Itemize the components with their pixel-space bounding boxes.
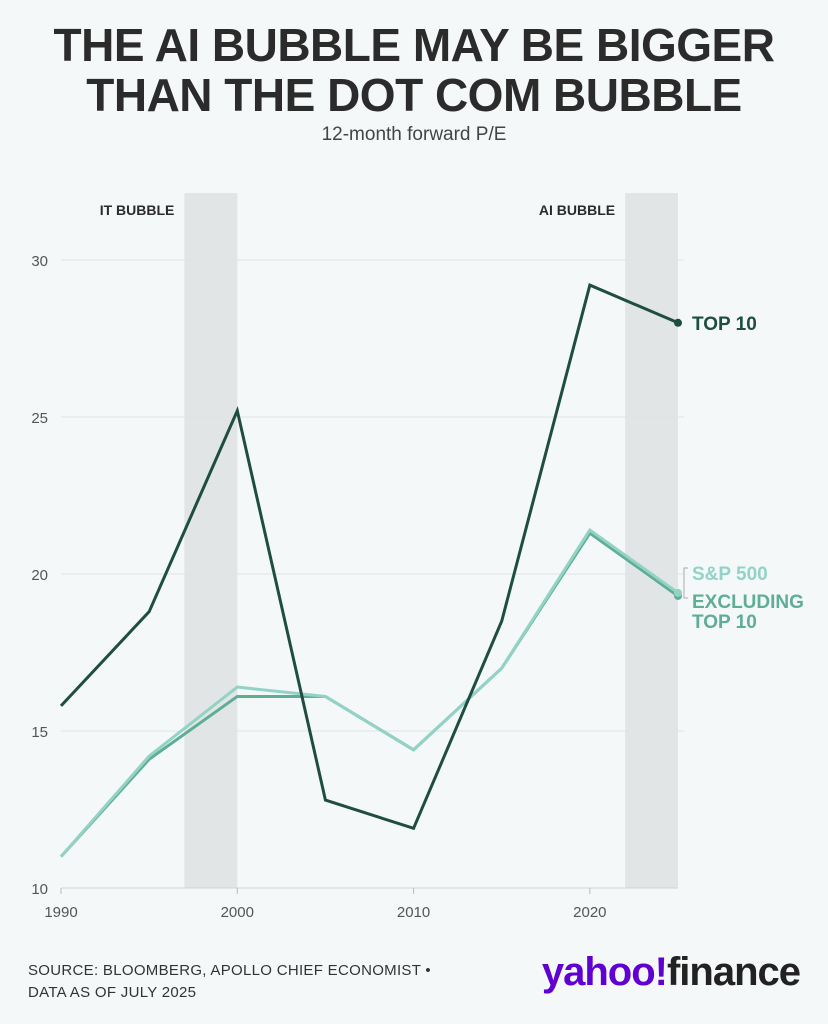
legend-label-excluding-2: TOP 10: [692, 612, 757, 633]
legend-label-sp500: S&P 500: [692, 564, 768, 585]
y-tick-label: 15: [31, 724, 48, 741]
y-tick-label: 30: [31, 253, 48, 270]
y-tick-label: 20: [31, 567, 48, 584]
legend-label-excluding: EXCLUDING: [692, 592, 804, 613]
logo-yahoo: yahoo!: [541, 950, 668, 994]
series-line-excluding: [59, 531, 679, 858]
shaded-region-label: AI BUBBLE: [539, 202, 615, 218]
legend-bracket: [683, 567, 688, 599]
series-end-dot-sp500: [674, 588, 682, 597]
y-tick-label: 10: [31, 881, 48, 898]
title-line-2: THAN THE DOT COM BUBBLE: [86, 69, 742, 121]
chart-subtitle: 12-month forward P/E: [321, 124, 507, 145]
x-tick-label: 2010: [397, 904, 430, 921]
y-tick-label: 25: [31, 410, 48, 427]
series-end-dot-top10: [674, 318, 682, 327]
x-tick-label: 2000: [221, 904, 254, 921]
x-tick-label: 1990: [44, 904, 77, 921]
series-line-top10: [59, 283, 679, 831]
logo-finance: finance: [666, 950, 801, 994]
source-note: SOURCE: BLOOMBERG, APOLLO CHIEF ECONOMIS…: [28, 960, 431, 1004]
yahoo-finance-logo: yahoo!finance: [541, 950, 801, 995]
legend-label-top10: TOP 10: [692, 314, 757, 335]
source-line-2: DATA AS OF JULY 2025: [28, 984, 197, 1001]
shaded-region-it: [184, 193, 238, 888]
shaded-region-label: IT BUBBLE: [100, 202, 175, 218]
x-tick-label: 2020: [573, 904, 606, 921]
chart-title: THE AI BUBBLE MAY BE BIGGER THAN THE DOT…: [0, 20, 828, 120]
shaded-region-ai: [625, 193, 678, 888]
series-line-sp500: [59, 527, 679, 858]
title-line-1: THE AI BUBBLE MAY BE BIGGER: [53, 19, 775, 71]
source-line-1: SOURCE: BLOOMBERG, APOLLO CHIEF ECONOMIS…: [28, 962, 431, 979]
